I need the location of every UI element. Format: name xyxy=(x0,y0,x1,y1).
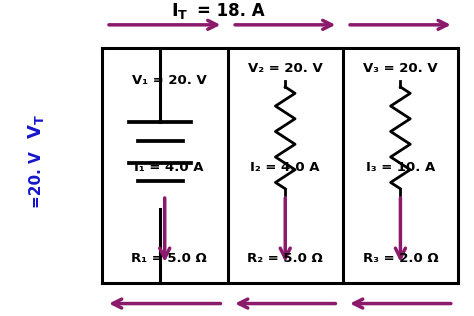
Text: I₁ = 4.0 A: I₁ = 4.0 A xyxy=(135,161,204,174)
Text: V₃ = 20. V: V₃ = 20. V xyxy=(363,62,438,75)
Text: V₁ = 20. V: V₁ = 20. V xyxy=(132,74,207,87)
Text: V₂ = 20. V: V₂ = 20. V xyxy=(248,62,323,75)
Text: $\bf{I_T}$: $\bf{I_T}$ xyxy=(171,1,189,21)
Text: R₂ = 5.0 Ω: R₂ = 5.0 Ω xyxy=(247,252,323,265)
Text: $\bf{V_T}$: $\bf{V_T}$ xyxy=(26,115,46,139)
Text: = 18. A: = 18. A xyxy=(198,2,265,20)
Text: R₁ = 5.0 Ω: R₁ = 5.0 Ω xyxy=(131,252,207,265)
Text: I₃ = 10. A: I₃ = 10. A xyxy=(366,161,435,174)
Text: I₂ = 4.0 A: I₂ = 4.0 A xyxy=(250,161,320,174)
Text: =20. V: =20. V xyxy=(28,151,44,208)
Text: R₃ = 2.0 Ω: R₃ = 2.0 Ω xyxy=(363,252,438,265)
